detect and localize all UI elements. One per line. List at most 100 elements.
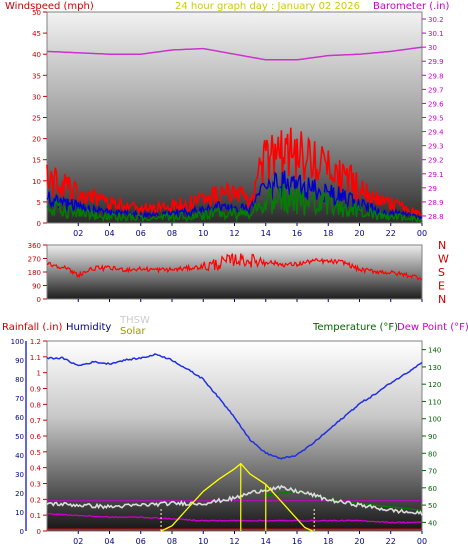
x-tick-label: 08 xyxy=(167,537,177,546)
wind-tick-label: 45 xyxy=(32,30,41,38)
x-tick-label: 20 xyxy=(354,537,364,546)
baro-tick-label: 28.8 xyxy=(428,213,444,221)
temp-tick-label: 120 xyxy=(428,381,441,389)
x-tick-label: 06 xyxy=(136,229,146,238)
rain-tick-label: 0.3 xyxy=(30,481,41,489)
humidity-tick-label: 100 xyxy=(11,338,24,346)
temp-tick-label: 40 xyxy=(428,519,437,527)
rainfall-label: Rainfall (.in) xyxy=(2,322,63,333)
x-tick-label: 20 xyxy=(354,229,364,238)
thsw-label: THSW xyxy=(119,315,150,326)
rain-tick-label: 0.5 xyxy=(30,449,41,457)
wind-tick-label: 15 xyxy=(32,157,41,165)
baro-tick-label: 29.7 xyxy=(428,86,444,94)
baro-tick-label: 28.9 xyxy=(428,199,444,207)
rain-tick-label: 0.9 xyxy=(30,386,41,394)
temp-tick-label: 110 xyxy=(428,398,441,406)
humidity-tick-label: 80 xyxy=(15,376,24,384)
wind-tick-label: 25 xyxy=(32,115,41,123)
windspeed-label: Windspeed (mph) xyxy=(5,1,94,12)
rain-tick-label: 1.2 xyxy=(30,338,41,346)
humidity-tick-label: 30 xyxy=(15,471,24,479)
humidity-tick-label: 0 xyxy=(20,528,24,536)
direction-panel xyxy=(46,244,423,300)
x-tick-label: 00 xyxy=(417,229,427,238)
humidity-series xyxy=(46,353,423,460)
temp-tick-label: 140 xyxy=(428,347,441,355)
humidity-tick-label: 40 xyxy=(15,452,24,460)
dir-tick-label: 270 xyxy=(28,256,41,264)
baro-tick-label: 30.1 xyxy=(428,30,444,38)
graph-title: 24 hour graph day : January 02 2026 xyxy=(175,1,360,12)
baro-tick-label: 29.1 xyxy=(428,171,444,179)
temp-tick-label: 70 xyxy=(428,468,437,476)
baro-tick-label: 29.3 xyxy=(428,143,444,151)
wind-tick-label: 0 xyxy=(37,220,41,228)
x-tick-label: 22 xyxy=(386,537,396,546)
baro-tick-label: 29.8 xyxy=(428,72,444,80)
temp-tick-label: 90 xyxy=(428,433,437,441)
x-tick-label: 04 xyxy=(104,229,114,238)
wind-tick-label: 50 xyxy=(32,9,41,17)
baro-tick-label: 29.4 xyxy=(428,129,444,137)
baro-tick-label: 30.2 xyxy=(428,16,444,24)
temp-tick-label: 80 xyxy=(428,450,437,458)
temperature-label: Temperature (°F) xyxy=(312,322,398,333)
humidity-tick-label: 10 xyxy=(15,509,24,517)
wind-tick-label: 40 xyxy=(32,51,41,59)
baro-tick-label: 29.9 xyxy=(428,58,444,66)
temp-tick-label: 100 xyxy=(428,416,441,424)
direction-compass-label: E xyxy=(438,280,445,293)
barometer-label: Barometer (.in) xyxy=(373,1,449,12)
rain-tick-label: 0.8 xyxy=(30,401,41,409)
dir-tick-label: 180 xyxy=(28,269,41,277)
direction-compass-label: W xyxy=(438,253,449,266)
baro-tick-label: 29 xyxy=(428,185,437,193)
humidity-label: Humidity xyxy=(66,322,111,333)
rain-tick-label: 0.7 xyxy=(30,417,41,425)
temp-tick-label: 50 xyxy=(428,502,437,510)
temp-tick-label: 60 xyxy=(428,485,437,493)
rain-tick-label: 0.6 xyxy=(30,433,42,441)
humidity-tick-label: 90 xyxy=(15,357,24,365)
dir-tick-label: 360 xyxy=(28,242,41,250)
dewpoint-label: Dew Point (°F) xyxy=(397,322,468,333)
wind-tick-label: 35 xyxy=(32,72,41,80)
x-tick-label: 04 xyxy=(104,537,114,546)
windspeed-low-series xyxy=(46,183,423,224)
baro-tick-label: 29.2 xyxy=(428,157,444,165)
x-tick-label: 18 xyxy=(323,229,333,238)
rain-tick-label: 1.1 xyxy=(30,354,41,362)
rain-tick-label: 0.4 xyxy=(30,465,42,473)
wind-direction-series xyxy=(46,253,423,281)
temp-tick-label: 130 xyxy=(428,364,441,372)
thsw-series xyxy=(46,484,423,516)
baro-tick-label: 29.5 xyxy=(428,115,444,123)
direction-compass-label: N xyxy=(438,239,446,252)
x-tick-label: 22 xyxy=(386,229,396,238)
x-tick-label: 00 xyxy=(417,537,427,546)
wind-tick-label: 30 xyxy=(32,93,41,101)
dir-tick-label: 0 xyxy=(37,296,41,304)
wind-tick-label: 10 xyxy=(32,178,41,186)
humidity-tick-label: 70 xyxy=(15,395,24,403)
baro-tick-label: 30 xyxy=(428,44,437,52)
wind-tick-label: 5 xyxy=(37,199,41,207)
x-tick-label: 14 xyxy=(261,229,271,238)
humidity-tick-label: 60 xyxy=(15,414,24,422)
x-tick-label: 10 xyxy=(198,537,208,546)
x-tick-label: 16 xyxy=(292,229,302,238)
x-tick-label: 14 xyxy=(261,537,271,546)
x-tick-label: 02 xyxy=(73,537,83,546)
temp-hum-panel xyxy=(46,340,423,532)
x-tick-label: 02 xyxy=(73,229,83,238)
wind-tick-label: 20 xyxy=(32,136,41,144)
x-tick-label: 18 xyxy=(323,537,333,546)
x-tick-label: 12 xyxy=(229,229,239,238)
rain-tick-label: 1 xyxy=(37,370,41,378)
direction-compass-label: S xyxy=(438,266,445,279)
solar-label: Solar xyxy=(120,326,146,337)
baro-tick-label: 29.6 xyxy=(428,100,444,108)
